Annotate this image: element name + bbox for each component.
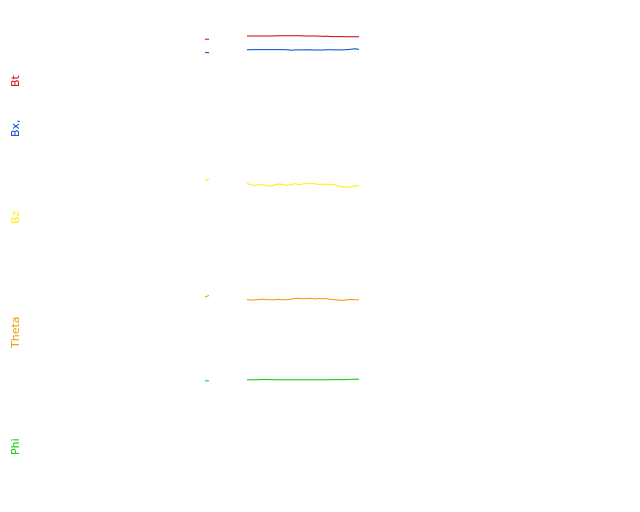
- theta-axis-label: Theta: [9, 316, 22, 349]
- theta-isolated-segment: [204, 295, 210, 298]
- theta-series-line: [246, 297, 359, 301]
- bz-axis-label: Bz: [9, 210, 22, 224]
- axis-labels: Bt Bx, Bz Theta Phi: [9, 74, 22, 455]
- bz-series-line: [246, 182, 360, 188]
- phi-axis-label: Phi: [9, 438, 22, 455]
- traces: [204, 35, 360, 382]
- bx-axis-label: Bx,: [9, 119, 22, 137]
- bt-series-line: [247, 35, 359, 38]
- bt-axis-label: Bt: [9, 74, 22, 87]
- bx-series-line: [246, 48, 360, 51]
- bz-isolated-segment: [204, 178, 210, 181]
- phi-series-line: [247, 378, 360, 381]
